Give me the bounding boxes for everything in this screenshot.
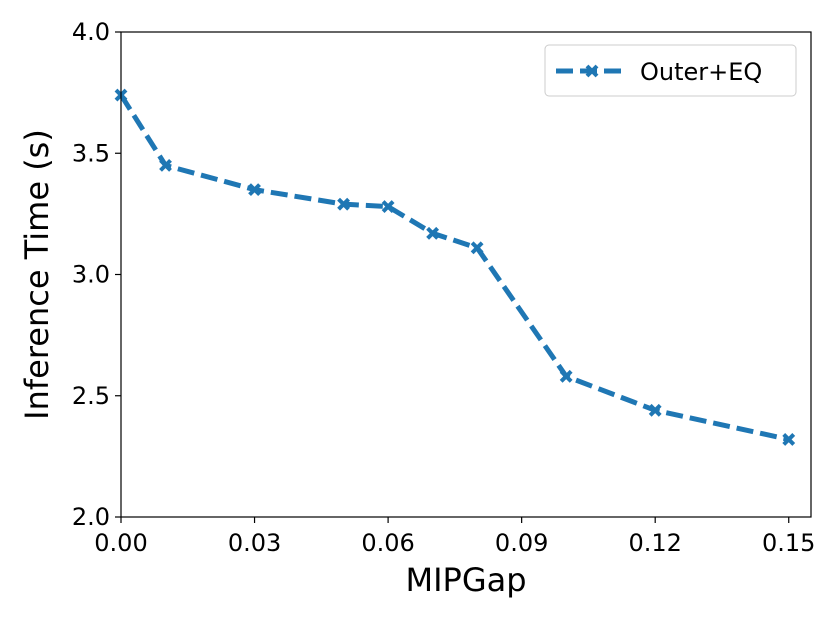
y-tick-label: 3.0 xyxy=(72,261,110,289)
data-point-marker xyxy=(648,403,662,417)
y-tick-label: 4.0 xyxy=(72,18,110,46)
y-tick-label: 2.5 xyxy=(72,382,110,410)
x-tick-label: 0.12 xyxy=(628,529,681,557)
data-point-marker xyxy=(248,183,261,197)
x-axis-label: MIPGap xyxy=(405,561,526,599)
data-point-marker xyxy=(381,200,395,214)
legend-x-marker-icon xyxy=(585,64,599,78)
series-line xyxy=(118,93,790,442)
data-point-marker xyxy=(470,241,484,255)
data-point-marker xyxy=(159,158,172,172)
x-tick-label: 0.09 xyxy=(495,529,548,557)
x-tick-label: 0.15 xyxy=(762,529,815,557)
plot-frame xyxy=(120,31,812,518)
data-point-marker xyxy=(337,197,350,211)
legend-entry-label: Outer+EQ xyxy=(640,58,762,86)
y-tick-label: 2.0 xyxy=(72,503,110,531)
series-layer xyxy=(114,88,796,446)
x-tick-label: 0.03 xyxy=(228,529,281,557)
x-tick-label: 0.00 xyxy=(94,529,147,557)
x-tick-label: 0.06 xyxy=(361,529,414,557)
data-point-marker xyxy=(782,432,796,446)
y-axis-ticks: 2.0 2.5 3.0 3.5 4.0 xyxy=(72,18,121,531)
legend: Outer+EQ xyxy=(544,44,797,97)
data-point-marker xyxy=(426,226,440,240)
y-axis-label: Inference Time (s) xyxy=(18,129,56,420)
y-tick-label: 3.5 xyxy=(72,139,110,167)
data-point-marker xyxy=(559,369,573,383)
x-axis-ticks: 0.00 0.03 0.06 0.09 0.12 0.15 xyxy=(94,517,815,557)
legend-box xyxy=(544,44,797,97)
